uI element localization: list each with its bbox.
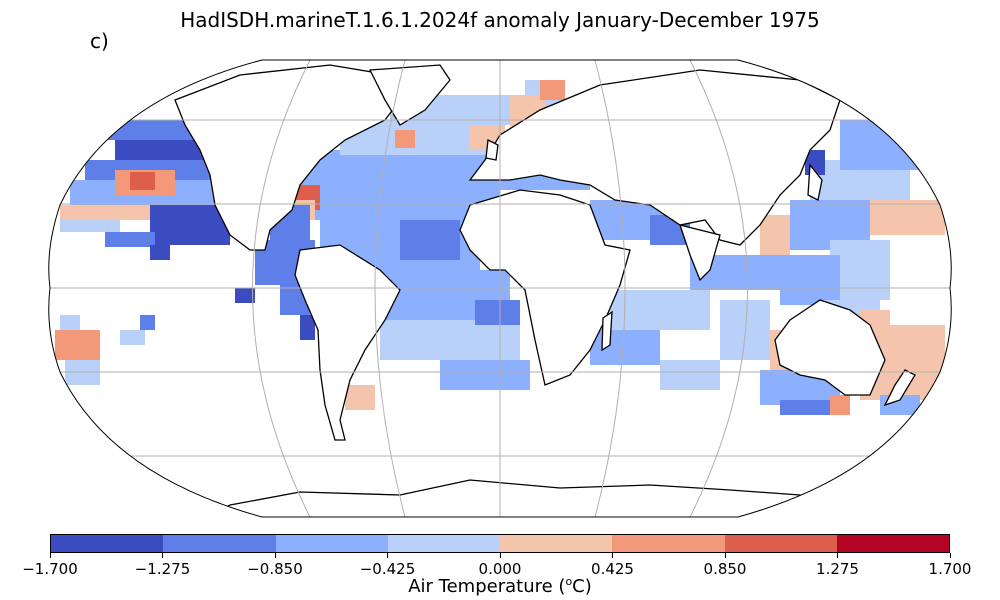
colorbar-tick-mark [387, 553, 388, 558]
land-masks [174, 64, 916, 517]
colorbar-label-sup: o [565, 575, 573, 588]
graticule [48, 60, 952, 517]
map-title: HadISDH.marineT.1.6.1.2024f anomaly Janu… [180, 8, 820, 32]
colorbar-segment [500, 535, 613, 552]
colorbar-segment [275, 535, 388, 552]
colorbar [50, 534, 950, 553]
colorbar-segment [612, 535, 725, 552]
colorbar-tick-mark [837, 553, 838, 558]
colorbar-segment [51, 535, 164, 552]
colorbar-tick-mark [612, 553, 613, 558]
colorbar-segment [724, 535, 837, 552]
colorbar-tick-label: −1.700 [22, 560, 78, 578]
colorbar-label-prefix: Air Temperature ( [408, 576, 566, 597]
colorbar-tick-label: 1.275 [816, 560, 859, 578]
colorbar-tick-label: 0.850 [703, 560, 747, 578]
world-map [48, 59, 952, 518]
colorbar-segment [163, 535, 276, 552]
colorbar-tick-mark [49, 553, 51, 558]
colorbar-tick-label: 0.425 [591, 560, 634, 578]
colorbar-tick-mark [499, 553, 501, 558]
colorbar-ticks: −1.700 −1.275 −0.850 −0.425 0.000 0.425 0.850 1… [0, 553, 1000, 583]
colorbar-label-suffix: C) [572, 576, 592, 597]
colorbar-tick-label: −0.425 [359, 560, 416, 578]
colorbar-tick-label: −0.850 [247, 560, 303, 578]
colorbar-tick-mark [949, 553, 951, 558]
colorbar-tick-label: −1.275 [134, 560, 191, 578]
colorbar-tick-mark [724, 553, 726, 558]
map-boundary [48, 59, 952, 518]
panel-label: c) [90, 29, 109, 53]
colorbar-tick-mark [274, 553, 276, 558]
colorbar-tick-mark [162, 553, 163, 558]
colorbar-tick-label: 1.700 [928, 560, 972, 578]
colorbar-segment [836, 535, 949, 552]
colorbar-segment [387, 535, 500, 552]
colorbar-label: Air Temperature (oC) [0, 575, 1000, 597]
colorbar-tick-label: 0.000 [478, 560, 522, 578]
